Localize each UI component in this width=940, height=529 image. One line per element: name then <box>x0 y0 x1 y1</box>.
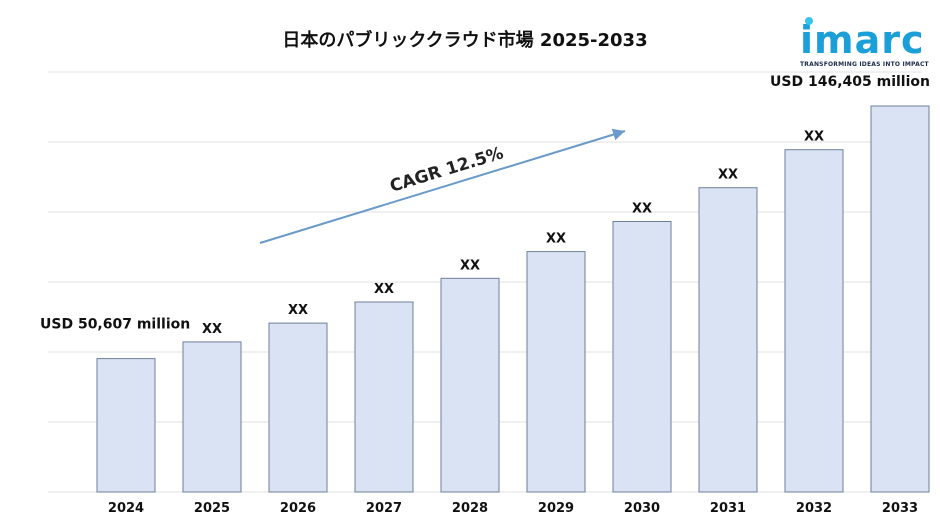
x-tick-label: 2032 <box>796 501 832 516</box>
bar-2027 <box>354 301 414 493</box>
x-tick-label: 2026 <box>280 501 316 516</box>
x-tick-label: 2027 <box>366 501 402 516</box>
bar-2032 <box>784 149 844 493</box>
x-tick-label: 2029 <box>538 501 574 516</box>
logo-wordmark: imarc <box>800 18 925 62</box>
x-tick-label: 2033 <box>882 501 918 516</box>
data-label: XX <box>460 258 480 273</box>
bar-2026 <box>268 322 328 493</box>
data-label: USD 146,405 million <box>770 74 930 90</box>
bar-layer <box>96 105 930 493</box>
data-label: XX <box>632 202 652 217</box>
cagr-arrow-layer: CAGR 12.5% <box>259 128 626 244</box>
data-label: XX <box>202 322 222 337</box>
data-label: XX <box>374 282 394 297</box>
bar-2033 <box>870 105 930 493</box>
data-label: USD 50,607 million <box>40 317 190 333</box>
x-tick-label: 2028 <box>452 501 488 516</box>
bar-2029 <box>526 251 586 493</box>
x-tick-label: 2030 <box>624 501 660 516</box>
bar-2028 <box>440 277 500 493</box>
x-tick-label: 2025 <box>194 501 230 516</box>
cagr-annotation: CAGR 12.5% <box>388 143 506 197</box>
chart-title: 日本のパブリッククラウド市場 2025-2033 <box>282 30 648 51</box>
label-layer: 2024 USD 50,607 million 2025 XX 2026 XX 2027 XX… <box>40 74 930 516</box>
logo-dot-icon <box>805 17 813 25</box>
x-tick-label: 2031 <box>710 501 746 516</box>
logo-tagline: TRANSFORMING IDEAS INTO IMPACT <box>800 61 929 68</box>
cagr-arrow <box>259 128 626 244</box>
data-label: XX <box>288 303 308 318</box>
data-label: XX <box>804 130 824 145</box>
imarc-logo: imarc TRANSFORMING IDEAS INTO IMPACT <box>800 14 932 76</box>
bar-2031 <box>698 187 758 493</box>
bar-2024 <box>96 358 156 493</box>
data-label: XX <box>546 232 566 247</box>
bar-2030 <box>612 221 672 493</box>
x-tick-label: 2024 <box>108 501 144 516</box>
data-label: XX <box>718 168 738 183</box>
bar-2025 <box>182 341 242 493</box>
